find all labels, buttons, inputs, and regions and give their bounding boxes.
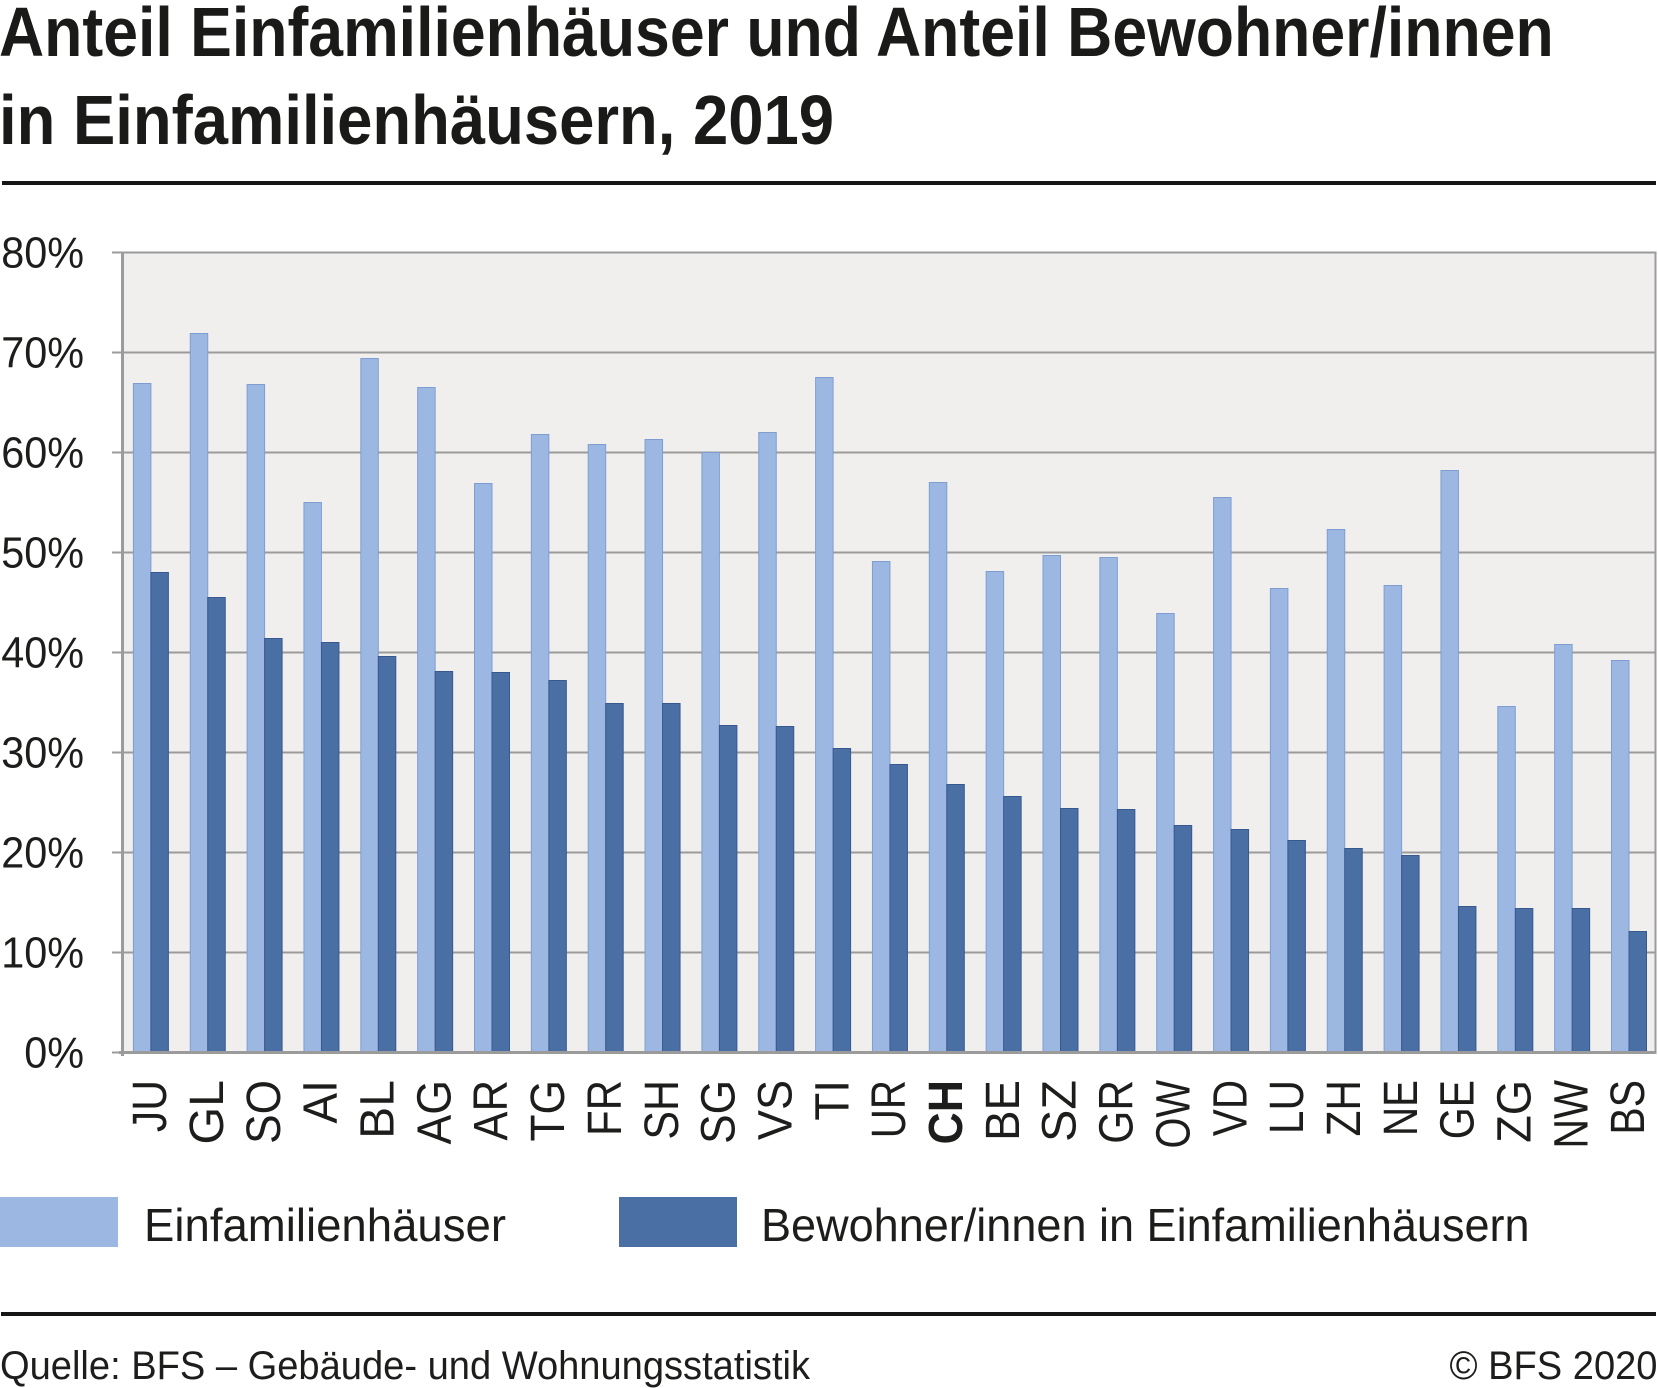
svg-text:SZ: SZ [1033,1080,1087,1142]
svg-text:AG: AG [407,1080,461,1144]
svg-text:ZH: ZH [1316,1080,1370,1136]
svg-text:TG: TG [520,1080,574,1142]
svg-text:BL: BL [350,1080,404,1139]
svg-text:10%: 10% [1,928,84,977]
svg-text:BE: BE [975,1080,1030,1141]
svg-text:NW: NW [1543,1079,1598,1148]
svg-text:BS: BS [1600,1080,1655,1135]
svg-text:70%: 70% [1,328,84,377]
svg-text:SH: SH [634,1080,688,1140]
svg-text:80%: 80% [1,228,84,277]
svg-text:AR: AR [463,1080,518,1141]
svg-text:OW: OW [1147,1080,1201,1149]
svg-text:AI: AI [294,1080,348,1124]
svg-text:50%: 50% [1,528,84,577]
svg-text:SO: SO [236,1080,290,1144]
svg-text:GR: GR [1089,1080,1143,1144]
svg-text:NE: NE [1374,1080,1427,1136]
svg-text:UR: UR [863,1080,916,1138]
svg-text:30%: 30% [1,728,84,777]
svg-text:0%: 0% [24,1028,84,1077]
svg-text:SG: SG [691,1080,745,1144]
svg-text:40%: 40% [1,628,84,677]
svg-text:GL: GL [180,1080,234,1144]
svg-text:VS: VS [748,1080,802,1140]
svg-text:JU: JU [123,1080,177,1132]
svg-text:FR: FR [577,1080,632,1136]
svg-text:TI: TI [804,1080,859,1121]
svg-text:CH: CH [918,1080,972,1144]
svg-text:VD: VD [1204,1080,1257,1136]
svg-text:ZG: ZG [1487,1080,1541,1143]
svg-text:LU: LU [1259,1080,1313,1134]
svg-text:20%: 20% [1,828,84,877]
svg-text:60%: 60% [1,428,84,477]
svg-text:GE: GE [1429,1080,1484,1139]
